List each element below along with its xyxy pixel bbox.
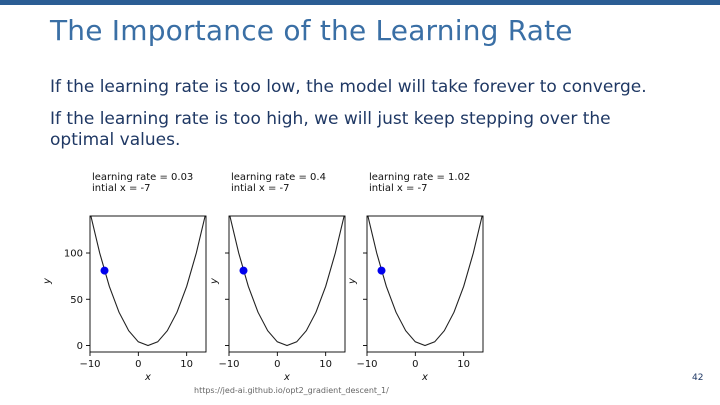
plot-1-xtick-label-1: −10	[79, 359, 100, 370]
plot-1-point	[100, 266, 109, 275]
plot-3-point	[377, 266, 386, 275]
plot-3-xtick-label-1: −10	[356, 359, 377, 370]
plot-2-frame	[228, 215, 346, 353]
plot-3-annotation-2: intial x = -7	[369, 183, 428, 194]
top-accent-bar	[0, 0, 720, 5]
source-citation: https://jed-ai.github.io/opt2_gradient_d…	[194, 386, 389, 395]
plot-1-ytick-label-3: 100	[64, 249, 83, 260]
plot-2-point	[239, 266, 248, 275]
plot-2-xtick-label-3: 10	[319, 359, 332, 370]
plot-3-curve	[367, 216, 483, 347]
plot-3-frame	[366, 215, 484, 353]
plot-2-xtick-label-1: −10	[218, 359, 239, 370]
plot-1-ylabel: y	[42, 277, 53, 285]
plot-2-ylabel: y	[209, 277, 220, 285]
plot-3-xtick-label-2: 0	[412, 359, 418, 370]
slide-title: The Importance of the Learning Rate	[50, 14, 573, 47]
plot-1-xtick-label-3: 10	[180, 359, 193, 370]
plot-3-ylabel: y	[347, 277, 358, 285]
plot-1-xtick-label-2: 0	[135, 359, 141, 370]
plot-1-ytick-label-1: 0	[77, 341, 83, 352]
paragraph-high-rate: If the learning rate is too high, we wil…	[50, 109, 611, 150]
plot-1-annotation-2: intial x = -7	[92, 183, 151, 194]
plot-3-xtick-label-3: 10	[457, 359, 470, 370]
plot-1-xlabel: x	[144, 372, 151, 383]
page-number: 42	[692, 373, 704, 383]
plot-2-annotation-1: learning rate = 0.4	[231, 172, 326, 183]
plot-1-annotation-1: learning rate = 0.03	[92, 172, 193, 183]
plot-2-xtick-label-2: 0	[274, 359, 280, 370]
plot-1-ytick-label-2: 50	[70, 295, 83, 306]
plot-1-curve	[90, 216, 206, 347]
plot-3-annotation-1: learning rate = 1.02	[369, 172, 470, 183]
paragraph-low-rate: If the learning rate is too low, the mod…	[50, 77, 647, 97]
plot-2-curve	[229, 216, 345, 347]
plot-2-annotation-2: intial x = -7	[231, 183, 290, 194]
learning-rate-figure: learning rate = 0.03 intial x = -7 −10 0 10 0…	[28, 160, 533, 388]
plot-2-xlabel: x	[283, 372, 290, 383]
plot-1-frame	[89, 215, 207, 353]
plot-3-xlabel: x	[421, 372, 428, 383]
